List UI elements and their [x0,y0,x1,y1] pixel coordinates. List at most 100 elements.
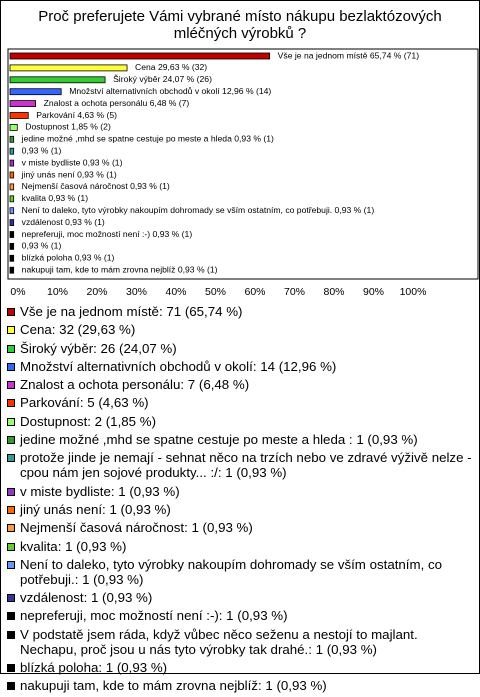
legend-label: Široký výběr: 26 (24,07 %) [20,340,177,356]
legend-label: Znalost a ochota personálu: 7 (6,48 %) [20,377,250,393]
legend-label: jiný unás není: 1 (0,93 %) [20,501,171,517]
value-label: Vše je na jednom místě 65,74 % (71) [278,50,420,60]
bar [9,159,15,167]
x-tick-label: 30% [126,286,147,298]
legend-item: protože jinde je nemají - sehnat něco na… [6,450,472,480]
value-label: vzdálenost 0,93 % (1) [22,217,105,227]
legend-swatch [7,417,15,426]
x-tick-label: 100% [400,286,427,298]
legend-label: V podstatě jsem ráda, když vůbec něco se… [20,626,418,657]
bar [9,147,15,155]
value-label: nepreferuji, moc možností není :-) 0,93 … [22,229,193,239]
legend-swatch [7,542,15,551]
x-tick-label: 80% [323,286,344,298]
legend-swatch [7,524,15,533]
bar [9,183,15,191]
bar [9,124,18,131]
legend-swatch [7,630,15,639]
x-tick-label: 50% [205,286,226,298]
value-label: Široký výběr 24,07 % (26) [113,74,212,84]
x-tick-label: 60% [244,286,265,298]
legend-swatch [7,362,15,371]
x-tick-label: 0% [10,286,25,298]
bar [9,242,15,250]
legend-label: kvalita: 1 (0,93 %) [20,538,127,554]
value-label: nakupuji tam, kde to mám zrovna nejblíž … [22,264,218,274]
x-tick-label: 10% [47,286,68,298]
chart-title: Proč preferujete Vámi vybrané místo náku… [38,8,442,42]
bar [9,219,15,227]
value-label: Není to daleko, tyto výrobky nakoupím do… [22,205,375,215]
value-label: Parkování 4,63 % (5) [36,110,117,120]
legend-swatch [7,436,15,445]
legend-item: Vše je na jednom místě: 71 (65,74 %) [6,304,472,319]
legend-item: blízká poloha: 1 (0,93 %) [6,660,472,675]
legend-item: Cena: 32 (29,63 %) [6,322,472,337]
legend-label: nepreferuji, moc možností není :-): 1 (0… [20,608,288,624]
bar [9,88,62,96]
legend-swatch [7,560,15,569]
legend-swatch [7,594,15,603]
legend-swatch [7,664,15,673]
value-label: Nejmenší časová náročnost 0,93 % (1) [22,181,170,191]
bar [9,64,128,72]
legend-item: Není to daleko, tyto výrobky nakoupím do… [6,557,472,587]
value-label: jiný unás není 0,93 % (1) [21,169,117,179]
value-label: jedine možné ,mhd se spatne cestuje po m… [21,134,274,144]
bar [9,52,271,60]
x-tick-label: 20% [86,286,107,298]
legend-label: protože jinde je nemají - sehnat něco na… [20,450,472,481]
legend-label: jedine možné ,mhd se spatne cestuje po m… [20,432,418,448]
legend-label: vzdálenost: 1 (0,93 %) [20,590,153,606]
bar [9,100,36,107]
bar [9,207,15,215]
legend-label: Cena: 32 (29,63 %) [20,322,136,338]
bar [9,171,15,179]
legend-item: nakupuji tam, kde to mám zrovna nejblíž:… [6,678,472,693]
legend-item: kvalita: 1 (0,93 %) [6,539,472,554]
bar [9,195,15,203]
legend-swatch [7,505,15,514]
plot-frame [7,48,479,280]
bar [9,135,15,143]
legend-item: jiný unás není: 1 (0,93 %) [6,502,472,517]
value-label: Dostupnost 1,85 % (2) [25,122,111,132]
legend-label: nakupuji tam, kde to mám zrovna nejblíž:… [20,678,327,694]
value-label: 0,93 % (1) [22,241,62,251]
legend-label: v miste bydliste: 1 (0,93 %) [20,483,180,499]
x-tick-label: 90% [363,286,384,298]
legend-item: Nejmenší časová náročnost: 1 (0,93 %) [6,520,472,535]
legend: Vše je na jednom místě: 71 (65,74 %) Cena… [6,304,472,697]
value-label: Cena 29,63 % (32) [135,62,207,72]
bar [9,76,106,84]
bar [9,112,29,119]
value-label: v miste bydliste 0,93 % (1) [22,157,123,167]
legend-swatch [7,487,15,496]
legend-item: jedine možné ,mhd se spatne cestuje po m… [6,432,472,447]
bar [9,254,15,262]
legend-swatch [7,454,15,463]
value-label: Znalost a ochota personálu 6,48 % (7) [44,98,190,108]
legend-swatch [7,381,15,390]
legend-label: Vše je na jednom místě: 71 (65,74 %) [20,304,243,319]
legend-item: v miste bydliste: 1 (0,93 %) [6,484,472,499]
x-tick-label: 40% [165,286,186,298]
legend-swatch [7,612,15,621]
legend-item: Široký výběr: 26 (24,07 %) [6,341,472,356]
bar [9,266,15,274]
value-label: Množství alternativních obchodů v okolí … [69,86,271,96]
bar [9,231,15,238]
legend-item: vzdálenost: 1 (0,93 %) [6,590,472,605]
legend-label: Není to daleko, tyto výrobky nakoupím do… [20,556,443,587]
legend-swatch [7,326,15,335]
legend-swatch [7,308,15,316]
value-label: kvalita 0,93 % (1) [22,193,89,203]
legend-label: blízká poloha: 1 (0,93 %) [20,660,168,676]
legend-label: Parkování: 5 (4,63 %) [20,395,149,411]
legend-label: Množství alternativních obchodů v okolí:… [20,358,337,374]
x-tick-label: 70% [284,286,305,298]
legend-item: Parkování: 5 (4,63 %) [6,395,472,410]
legend-item: Množství alternativních obchodů v okolí:… [6,359,472,374]
value-label: 0,93 % (1) [22,145,62,155]
legend-swatch [7,682,15,691]
